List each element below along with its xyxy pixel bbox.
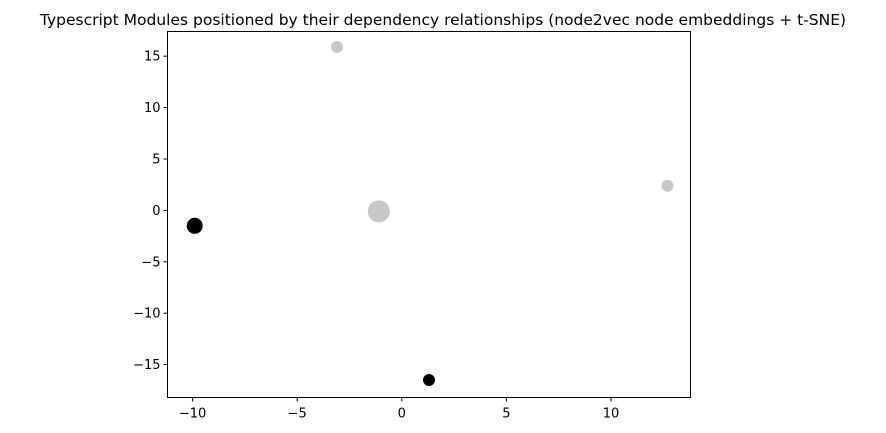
scatter-point — [661, 179, 674, 192]
scatter-point — [423, 374, 435, 387]
y-tick-label: 5 — [152, 152, 160, 167]
y-tick-label: −15 — [133, 358, 160, 373]
x-tick-label: 10 — [603, 407, 620, 422]
x-axis: −10 −5 0 5 10 — [179, 397, 620, 422]
y-tick-label: 15 — [144, 50, 161, 65]
y-tick-label: −5 — [141, 255, 160, 270]
y-tick-label: 10 — [144, 101, 161, 116]
plot-area — [186, 40, 674, 387]
axes-frame — [167, 31, 691, 398]
x-tick-label: −10 — [179, 407, 206, 422]
y-axis: 15 10 5 0 −5 −10 −15 — [133, 50, 168, 373]
x-tick-label: 5 — [502, 407, 510, 422]
chart-title: Typescript Modules positioned by their d… — [39, 11, 846, 29]
y-tick-label: −10 — [133, 307, 160, 322]
scatter-point — [330, 40, 343, 53]
scatter-point — [367, 200, 390, 223]
scatter-point — [186, 217, 203, 234]
y-tick-label: 0 — [152, 204, 160, 219]
x-tick-label: −5 — [288, 407, 307, 422]
x-tick-label: 0 — [398, 407, 406, 422]
